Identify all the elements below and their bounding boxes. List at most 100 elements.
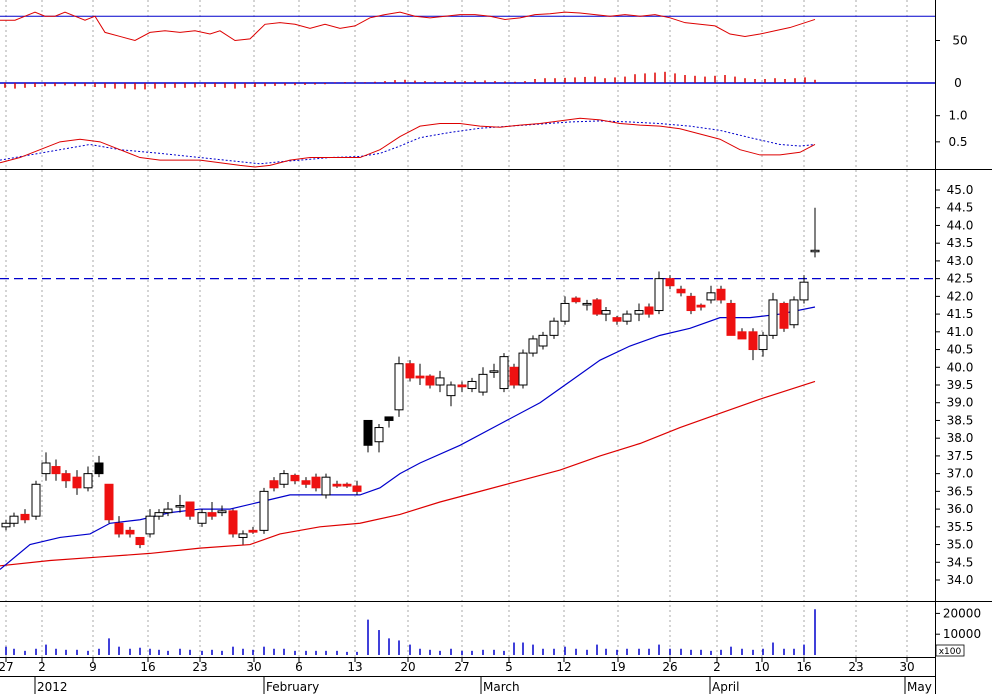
candle-body [549, 320, 559, 336]
candle-body [342, 483, 352, 487]
day-tick-label: 2 [713, 660, 721, 674]
price-tick-label: 40.5 [947, 343, 974, 357]
short-moving-average [0, 306, 816, 570]
candle-body [114, 522, 124, 535]
candle-body [467, 380, 477, 390]
price-tick-label: 41.0 [947, 325, 974, 339]
day-tick-label: 23 [848, 660, 863, 674]
rsi-panel: 50 [0, 11, 968, 48]
price-panel: 34.0 34.5 35.0 35.5 36.0 36.5 37.0 37.5 38.0 38.5… [0, 183, 973, 587]
price-tick-label: 35.0 [947, 538, 974, 552]
candle-body [332, 483, 342, 487]
candle-body [716, 288, 726, 301]
candle-body [654, 278, 664, 312]
candle-body [384, 416, 394, 421]
candle-body [489, 370, 499, 373]
candle-body [571, 297, 581, 303]
candle-body [163, 508, 173, 514]
candle-body [518, 352, 528, 386]
candle-body [686, 295, 696, 312]
oscillator-line [0, 117, 816, 168]
candle-body [94, 462, 104, 475]
candle-body [415, 375, 425, 379]
candle-body [538, 334, 548, 347]
candle-body [622, 313, 632, 322]
price-tick-label: 39.5 [947, 378, 974, 392]
candle-body [405, 363, 415, 379]
price-tick-label: 45.0 [947, 183, 974, 197]
day-tick-label: 12 [556, 660, 571, 674]
price-tick-label: 41.5 [947, 307, 974, 321]
candle-body [20, 513, 30, 521]
candle-body [269, 480, 279, 489]
candle-body [228, 510, 238, 535]
month-tick-label: 2012 [37, 680, 68, 694]
month-tick-label: May [907, 680, 932, 694]
candle-body [676, 288, 686, 294]
candle-body [789, 299, 799, 326]
oscillator-tick-label: 1.0 [948, 109, 967, 123]
candle-body [737, 331, 747, 340]
candle-body [779, 302, 789, 329]
candle-body [499, 356, 509, 390]
volume-unit-label: x100 [939, 647, 962, 657]
candle-body [696, 304, 706, 308]
day-tick-label: 6 [295, 660, 303, 674]
candle-body [9, 515, 19, 524]
candle-body [61, 473, 71, 482]
candle-body [726, 302, 736, 336]
candle-body [446, 384, 456, 397]
price-tick-label: 43.5 [947, 236, 974, 250]
candle-body [810, 249, 820, 253]
volume-tick-label: 20000 [943, 606, 981, 620]
candle-body [634, 310, 644, 315]
price-tick-label: 39.0 [947, 396, 974, 410]
day-tick-label: 13 [347, 660, 362, 674]
day-tick-label: 10 [754, 660, 769, 674]
candle-body [41, 462, 51, 475]
price-tick-label: 37.5 [947, 449, 974, 463]
candle-body [425, 375, 435, 386]
candle-body [374, 427, 384, 443]
day-tick-label: 5 [505, 660, 513, 674]
candle-body [259, 490, 269, 531]
volume-panel: 20000 10000 x100 [5, 606, 981, 657]
price-tick-label: 36.5 [947, 484, 974, 498]
candle-body [175, 505, 185, 508]
candle-body [290, 474, 300, 482]
candle-body [665, 278, 675, 287]
candle-body [601, 310, 611, 315]
month-tick-label: April [712, 680, 739, 694]
price-tick-label: 34.5 [947, 555, 974, 569]
price-tick-label: 38.0 [947, 431, 974, 445]
price-tick-label: 38.5 [947, 413, 974, 427]
candle-body [592, 299, 602, 315]
month-tick-label: March [483, 680, 520, 694]
oscillator-tick-label: 0.5 [948, 135, 967, 149]
candle-body [644, 306, 654, 315]
candle-body [248, 529, 258, 533]
candle-body [154, 512, 164, 517]
day-tick-label: 19 [610, 660, 625, 674]
price-tick-label: 42.5 [947, 272, 974, 286]
day-tick-label: 16 [140, 660, 155, 674]
long-moving-average [0, 380, 816, 567]
day-tick-label: 30 [246, 660, 261, 674]
candle-body [748, 331, 758, 351]
day-tick-label: 27 [454, 660, 469, 674]
oscillator-signal-line [0, 120, 816, 165]
candle-body [321, 476, 331, 496]
momentum-tick-label: 0 [954, 76, 962, 90]
candle-body [197, 512, 207, 524]
candle-body [363, 419, 373, 446]
candle-body [51, 466, 61, 475]
candle-body [457, 384, 467, 388]
candle-body [31, 483, 41, 517]
candle-body [145, 515, 155, 535]
candle-body [706, 292, 716, 301]
candle-body [509, 366, 519, 386]
candle-body [83, 473, 93, 489]
candle-body [478, 373, 488, 393]
price-tick-label: 42.0 [947, 289, 974, 303]
